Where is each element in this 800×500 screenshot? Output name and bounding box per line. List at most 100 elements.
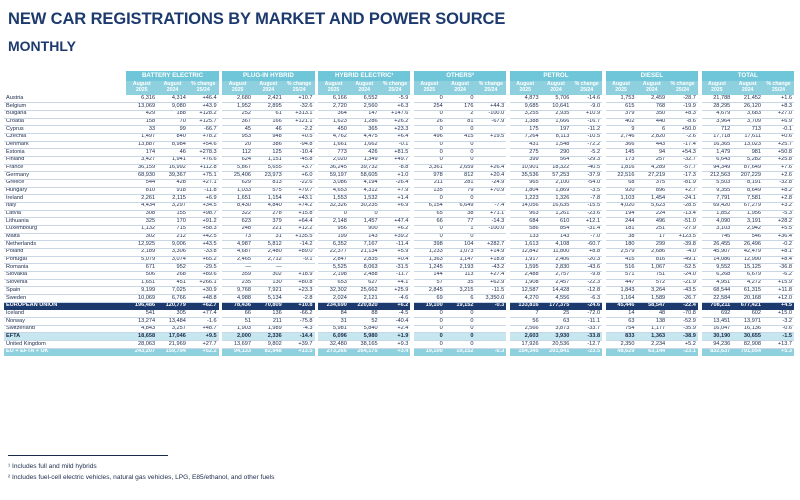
value-cell: 2,024 — [318, 294, 349, 303]
column-gap — [410, 240, 414, 249]
value-cell: 684 — [509, 217, 541, 226]
percent-change-cell: +135.5 — [283, 233, 315, 242]
value-cell: 14 — [605, 309, 637, 318]
value-cell: 166 — [253, 118, 284, 127]
value-cell: 81 — [444, 118, 476, 127]
value-cell: 23,973 — [253, 171, 284, 180]
value-cell: 0 — [444, 332, 476, 341]
value-cell: 0 — [444, 325, 476, 334]
value-cell: 1,553 — [318, 194, 349, 203]
value-cell: 1,164 — [605, 294, 637, 303]
value-cell: 48,629 — [605, 348, 637, 356]
value-cell: 264,175 — [348, 348, 380, 356]
value-cell: 952 — [157, 263, 188, 272]
value-cell: 2,579 — [605, 248, 637, 257]
column-gap — [314, 332, 319, 341]
column-gap — [506, 164, 510, 172]
column-gap — [410, 210, 414, 218]
column-gap — [602, 340, 606, 349]
value-cell: 0 — [414, 194, 445, 203]
country-name: Bulgaria — [4, 110, 127, 119]
value-cell: 4,653 — [318, 187, 349, 196]
value-cell: 194 — [605, 210, 637, 219]
value-cell: 3,103 — [701, 225, 733, 234]
value-cell: 14,428 — [540, 286, 572, 295]
value-cell: 58,547 — [636, 302, 668, 310]
column-gap — [410, 125, 414, 134]
value-cell: 13,274 — [126, 317, 158, 326]
column-gap — [697, 156, 702, 165]
percent-change-cell: -22.6 — [283, 179, 315, 188]
value-cell: 2,560 — [348, 102, 380, 111]
value-cell: 350 — [636, 110, 668, 119]
value-cell: 1,033 — [222, 187, 253, 196]
value-cell: 715 — [157, 225, 188, 234]
column-gap — [697, 141, 702, 149]
value-cell: — — [222, 263, 253, 272]
percent-change-cell: -43.5 — [667, 286, 698, 295]
column-gap — [602, 286, 606, 295]
column-gap — [314, 271, 319, 280]
column-gap — [602, 164, 606, 172]
column-gap — [218, 179, 223, 188]
percent-change-cell: +1.0 — [379, 171, 411, 180]
percent-change-cell: -14.4 — [283, 332, 315, 341]
column-gap — [697, 187, 702, 195]
value-cell: 135 — [414, 187, 445, 196]
value-cell: 70 — [157, 118, 188, 127]
table-row: Romania 671 952 -29.5— —5,525 8,063 -31.5 1,245… — [4, 263, 794, 272]
percent-change-cell: -24.9 — [475, 179, 507, 188]
value-cell: 1,903 — [222, 325, 253, 334]
value-cell: 31 — [318, 317, 349, 326]
column-gap — [410, 71, 414, 81]
value-cell: 2,480 — [253, 248, 284, 257]
value-cell: 28,295 — [701, 102, 733, 111]
column-gap — [697, 110, 702, 119]
percent-change-cell: -5.2 — [571, 148, 603, 157]
value-cell: 0 — [414, 340, 445, 349]
percent-change-cell: -2.2 — [283, 125, 315, 134]
percent-change-cell: +12.2 — [283, 225, 315, 234]
value-cell: 4,270 — [509, 294, 541, 303]
column-gap — [218, 164, 223, 172]
value-cell: 1,326 — [540, 194, 572, 203]
value-cell: 3,306 — [157, 248, 188, 257]
table-row: Greece 544 428 +27.1 629 813 -22.6 3,086 4,194 -2… — [4, 179, 794, 188]
percent-change-cell: +48.7 — [187, 325, 219, 334]
value-cell: 9,006 — [157, 240, 188, 249]
footnote-2: ² Includes fuel-cell electric vehicles, … — [8, 474, 275, 481]
value-cell: 813 — [253, 179, 284, 188]
percent-change-cell: +5.9 — [379, 248, 411, 257]
table-row: Czechia 1,497 840 +78.2 953 948 +0.5 4,762 4,475… — [4, 133, 794, 142]
column-gap — [697, 248, 702, 257]
percent-change-cell: +43.1 — [283, 194, 315, 203]
column-gap — [602, 302, 606, 310]
column-gap — [314, 156, 319, 165]
country-name: Italy — [4, 202, 127, 211]
column-gap — [410, 148, 414, 157]
value-cell: 15,125 — [732, 263, 764, 272]
value-cell: 22,516 — [605, 171, 637, 180]
value-cell: 5,503 — [701, 179, 733, 188]
value-cell: 379 — [253, 217, 284, 226]
value-cell: 0 — [414, 309, 445, 318]
column-gap — [697, 240, 702, 249]
value-cell: 443 — [636, 141, 668, 150]
value-cell: 158 — [126, 118, 158, 127]
table-row: Iceland 541 305 +77.4 66 136 -66.2 84 88 -4.5 0 0 7 2… — [4, 309, 794, 318]
percent-change-cell: +62.9 — [475, 279, 507, 288]
value-cell: 624 — [222, 156, 253, 165]
value-cell: 2,845 — [414, 286, 445, 295]
value-cell: 3,930 — [540, 332, 572, 341]
value-cell: 496 — [414, 133, 445, 142]
value-cell: 0 — [444, 156, 476, 165]
column-gap — [410, 248, 414, 257]
percent-change-cell — [475, 325, 507, 334]
column-gap — [218, 133, 223, 142]
column-gap — [602, 263, 606, 272]
value-cell: 73 — [222, 233, 253, 242]
value-cell: 629 — [222, 179, 253, 188]
column-gap — [697, 302, 702, 310]
value-cell: 12,587 — [509, 286, 541, 295]
value-cell: 12,990 — [732, 256, 764, 265]
